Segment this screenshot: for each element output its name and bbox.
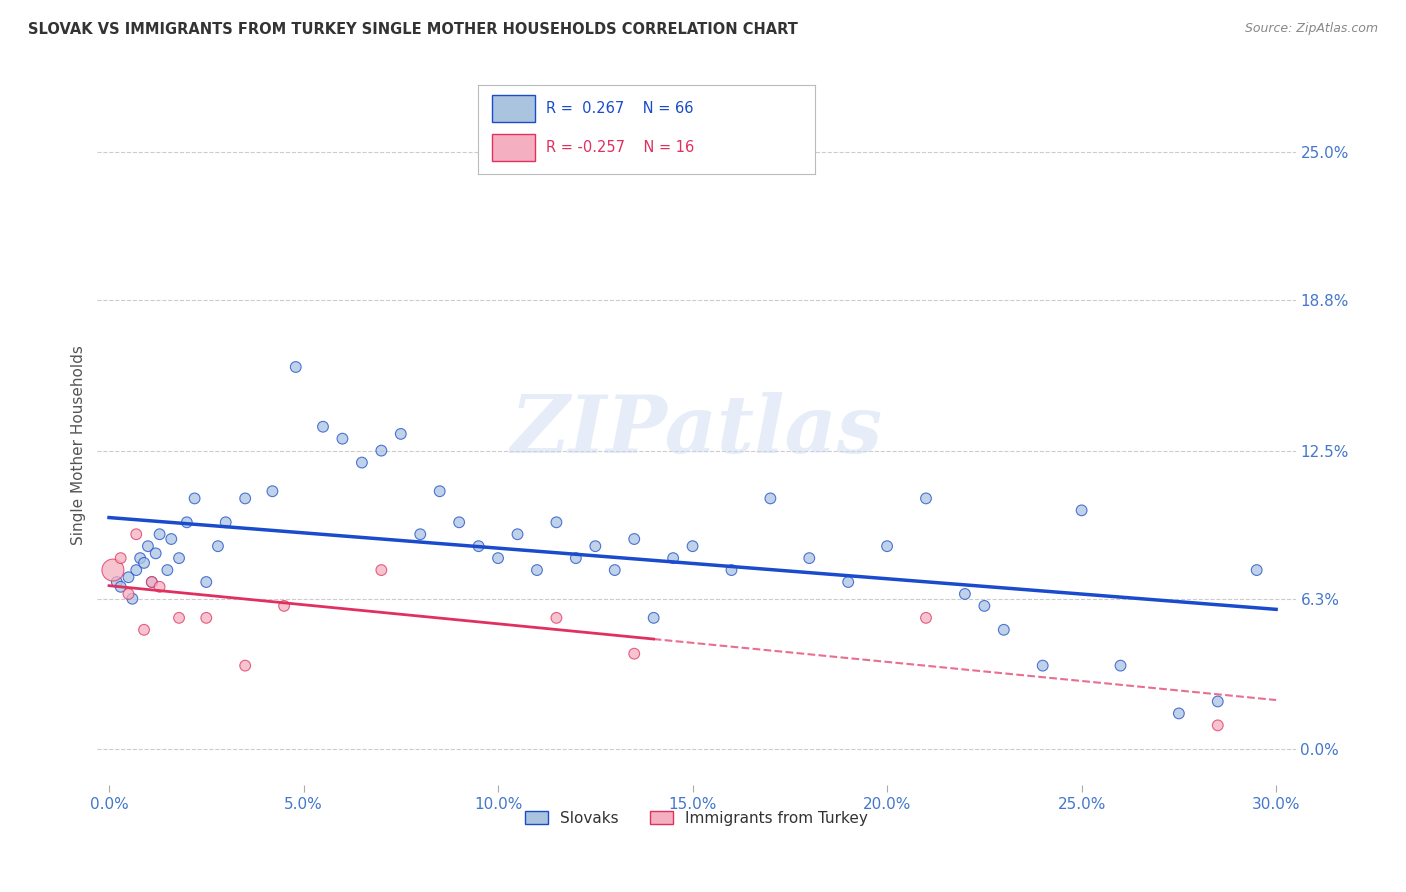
Point: [603, 563, 626, 577]
Point: [125, 527, 148, 541]
Point: [1109, 658, 1132, 673]
Point: [1206, 718, 1229, 732]
Point: [429, 484, 451, 499]
Point: [195, 611, 218, 625]
Point: [1246, 563, 1268, 577]
Point: [156, 563, 179, 577]
Point: [915, 611, 938, 625]
Point: [215, 516, 238, 530]
Point: [876, 539, 898, 553]
Point: [262, 484, 284, 499]
Point: [546, 611, 568, 625]
Point: [1032, 658, 1054, 673]
Point: [145, 546, 167, 560]
Point: [993, 623, 1015, 637]
Point: [837, 574, 859, 589]
Point: [915, 491, 938, 506]
Point: [623, 647, 645, 661]
Point: [1167, 706, 1189, 721]
Point: [149, 580, 172, 594]
Point: [233, 491, 256, 506]
Bar: [492, 95, 536, 122]
Point: [720, 563, 742, 577]
Point: [389, 426, 412, 441]
Point: [546, 516, 568, 530]
Point: [273, 599, 295, 613]
Point: [110, 580, 132, 594]
Point: [506, 527, 529, 541]
Point: [207, 539, 229, 553]
Text: Source: ZipAtlas.com: Source: ZipAtlas.com: [1244, 22, 1378, 36]
Point: [973, 599, 995, 613]
Point: [799, 551, 821, 566]
Point: [662, 551, 685, 566]
Point: [409, 527, 432, 541]
Point: [486, 551, 509, 566]
Bar: [492, 134, 536, 161]
Point: [953, 587, 976, 601]
Point: [176, 516, 198, 530]
Point: [449, 516, 471, 530]
Text: R =  0.267    N = 66: R = 0.267 N = 66: [546, 102, 693, 116]
Point: [233, 658, 256, 673]
Point: [105, 574, 128, 589]
Text: SLOVAK VS IMMIGRANTS FROM TURKEY SINGLE MOTHER HOUSEHOLDS CORRELATION CHART: SLOVAK VS IMMIGRANTS FROM TURKEY SINGLE …: [28, 22, 799, 37]
Point: [583, 539, 606, 553]
Point: [284, 359, 307, 374]
Point: [117, 587, 139, 601]
Point: [195, 574, 218, 589]
Point: [125, 563, 148, 577]
Point: [167, 551, 190, 566]
Point: [1206, 694, 1229, 708]
Point: [183, 491, 205, 506]
Point: [370, 563, 392, 577]
Point: [682, 539, 704, 553]
Point: [350, 456, 373, 470]
Point: [117, 570, 139, 584]
Point: [101, 563, 124, 577]
Point: [565, 551, 588, 566]
Y-axis label: Single Mother Households: Single Mother Households: [72, 344, 86, 545]
Point: [167, 611, 190, 625]
Point: [759, 491, 782, 506]
Point: [643, 611, 665, 625]
Point: [467, 539, 489, 553]
Point: [312, 419, 335, 434]
Point: [132, 556, 155, 570]
Text: R = -0.257    N = 16: R = -0.257 N = 16: [546, 140, 693, 154]
Point: [149, 527, 172, 541]
Point: [1070, 503, 1092, 517]
Point: [160, 532, 183, 546]
Point: [121, 591, 143, 606]
Point: [132, 623, 155, 637]
Text: ZIPatlas: ZIPatlas: [510, 392, 883, 470]
Point: [526, 563, 548, 577]
Point: [332, 432, 354, 446]
Point: [623, 532, 645, 546]
Point: [370, 443, 392, 458]
Legend: Slovaks, Immigrants from Turkey: Slovaks, Immigrants from Turkey: [519, 805, 873, 832]
Point: [110, 551, 132, 566]
Point: [136, 539, 159, 553]
Point: [141, 574, 163, 589]
Point: [141, 574, 163, 589]
Point: [129, 551, 152, 566]
